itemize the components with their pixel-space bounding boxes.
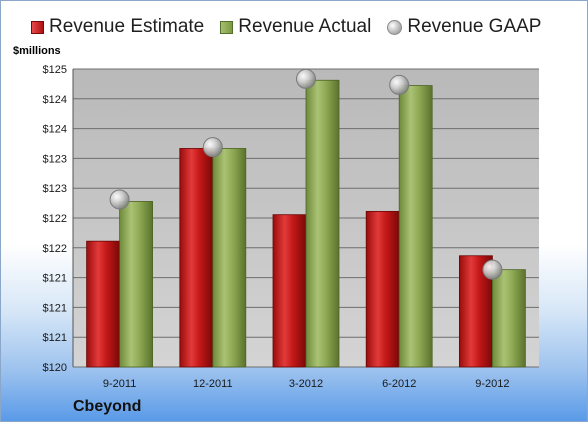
bar-revenue-actual xyxy=(491,269,526,368)
marker-revenue-gaap xyxy=(296,68,316,89)
x-tick-label: 9-2012 xyxy=(475,378,509,390)
legend-label-estimate: Revenue Estimate xyxy=(49,16,205,37)
gray-ball-icon xyxy=(387,19,403,35)
marker-revenue-gaap xyxy=(202,137,223,158)
bar-revenue-actual xyxy=(212,148,247,368)
bar-revenue-estimate xyxy=(272,214,307,368)
y-tick-label: $124 xyxy=(43,124,67,136)
bar-revenue-actual xyxy=(119,201,153,368)
y-tick-label: $123 xyxy=(43,183,67,195)
bar-revenue-estimate xyxy=(86,240,120,368)
y-tick-label: $121 xyxy=(43,332,67,344)
marker-revenue-gaap xyxy=(389,74,410,95)
y-tick-label: $122 xyxy=(43,213,67,225)
y-tick-label: $121 xyxy=(43,302,67,314)
marker-revenue-gaap xyxy=(109,189,130,210)
y-tick-label: $125 xyxy=(43,64,67,76)
y-tick-label: $122 xyxy=(43,243,67,255)
bar-revenue-estimate xyxy=(365,210,400,368)
y-tick-label: $123 xyxy=(43,153,67,165)
bar-revenue-actual xyxy=(398,85,433,368)
legend-item-gaap: Revenue GAAP xyxy=(387,16,541,38)
bar-revenue-actual xyxy=(305,79,340,368)
legend-label-actual: Revenue Actual xyxy=(238,16,372,37)
bar-revenue-estimate xyxy=(179,148,214,368)
x-tick-label: 9-2011 xyxy=(103,378,136,390)
y-tick-label: $121 xyxy=(43,273,67,285)
y-tick-label: $120 xyxy=(43,362,67,374)
company-name: Cbeyond xyxy=(73,398,142,415)
green-square-icon xyxy=(220,20,234,34)
x-tick-label: 12-2011 xyxy=(193,378,233,390)
legend-item-actual: Revenue Actual xyxy=(220,16,371,38)
y-tick-label: $124 xyxy=(43,94,67,106)
red-square-icon xyxy=(31,20,44,34)
legend: Revenue Estimate Revenue Actual Revenue … xyxy=(31,16,557,38)
legend-label-gaap: Revenue GAAP xyxy=(407,16,542,37)
marker-revenue-gaap xyxy=(482,259,503,280)
x-tick-label: 3-2012 xyxy=(289,378,323,390)
x-tick-label: 6-2012 xyxy=(382,378,416,390)
y-axis-unit-label: $millions xyxy=(13,45,61,57)
legend-item-estimate: Revenue Estimate xyxy=(31,16,204,38)
